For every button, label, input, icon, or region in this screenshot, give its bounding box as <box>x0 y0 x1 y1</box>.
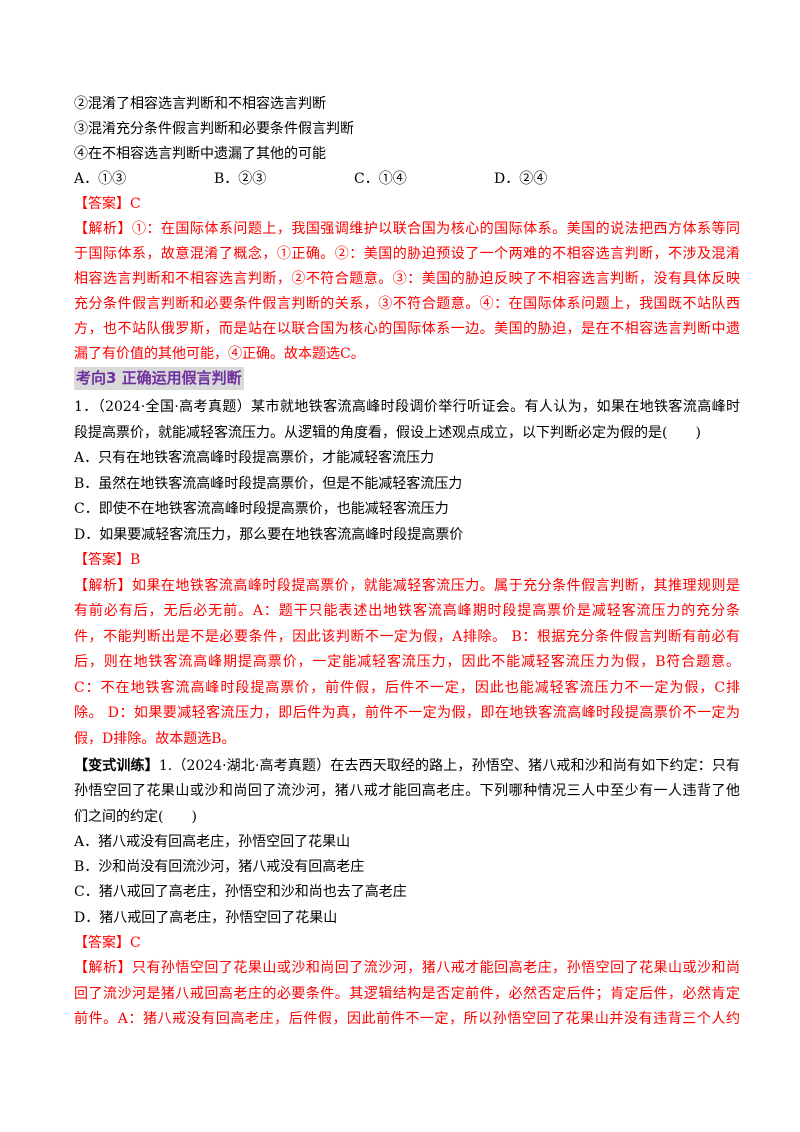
analysis-line: 【解析】如果在地铁客流高峰时段提高票价，就能减轻客流压力。属于充分条件假言判断，… <box>74 577 740 594</box>
option-a: A．只有在地铁客流高峰时段提高票价，才能减轻客流压力 <box>74 450 435 466</box>
answer: 【答案】B <box>74 552 141 568</box>
analysis-line: 有前必有后，无后必无前。A：题干只能表述出地铁客流高峰期时段提高票价是减轻客流压… <box>74 603 740 619</box>
option-d: D．如果要减轻客流压力，那么要在地铁客流高峰时段提高票价 <box>74 526 464 543</box>
answer: 【答案】C <box>74 935 141 952</box>
question-stem: 【变式训练】1.（2024·湖北·高考真题）在去西天取经的路上，孙悟空、猪八戒和… <box>74 758 740 774</box>
analysis-line: 回了流沙河是猪八戒回高老庄的必要条件。其逻辑结构是否定前件，必然否定后件；肯定后… <box>74 985 740 1002</box>
option-c: C．①④ <box>354 171 407 187</box>
statement: ④在不相容选言判断中遗漏了其他的可能 <box>74 146 326 162</box>
answer: 【答案】C <box>74 196 141 212</box>
analysis-line: 相容选言判断和不相容选言判断，②不符合题意。③：美国的胁迫反映了不相容选言判断，… <box>74 271 740 287</box>
analysis-line: 后，则在地铁客流高峰期提高票价，一定能减轻客流压力，因此不能减轻客流压力为假，B… <box>74 654 740 670</box>
option-c: C．猪八戒回了高老庄，孙悟空和沙和尚也去了高老庄 <box>74 884 407 901</box>
variant-label: 【变式训练】 <box>74 758 159 774</box>
analysis-line: 【解析】只有孙悟空回了花果山或沙和尚回了流沙河，猪八戒才能回高老庄，孙悟空回了花… <box>74 960 740 977</box>
option-b: B．②③ <box>214 171 267 187</box>
analysis-line: 假，D排除。故本题选B。 <box>74 730 236 747</box>
analysis-line: 除。 D：如果要减轻客流压力，即后件为真，前件不一定为假，即在地铁客流高峰时段提… <box>74 705 740 721</box>
option-d: D．猪八戒回了高老庄，孙悟空回了花果山 <box>74 909 338 926</box>
option-a: A．①③ <box>74 171 127 187</box>
options-row: A．①③ B．②③ C．①④ D．②④ <box>74 167 740 192</box>
statement: ③混淆充分条件假言判断和必要条件假言判断 <box>74 121 354 137</box>
analysis-line: 前件。A：猪八戒没有回高老庄，后件假，因此前件不一定，所以孙悟空回了花果山并没有… <box>74 1010 740 1027</box>
option-c: C．即使不在地铁客流高峰时段提高票价，也能减轻客流压力 <box>74 501 449 517</box>
option-a: A．猪八戒没有回高老庄，孙悟空回了花果山 <box>74 833 351 850</box>
question-block-previous: ②混淆了相容选言判断和不相容选言判断 ③混淆充分条件假言判断和必要条件假言判断 … <box>74 92 740 367</box>
question-stem: 段提高票价，就能减轻客流压力。从逻辑的角度看，假设上述观点成立，以下判断必定为假… <box>74 424 701 441</box>
analysis-line: C：不在地铁客流高峰时段提高票价，前件假，后件不一定，因此也能减轻客流压力不一定… <box>74 679 740 696</box>
question-1: 1．（2024·全国·高考真题）某市就地铁客流高峰时段调价举行听证会。有人认为，… <box>74 395 740 752</box>
option-b: B．沙和尚没有回流沙河，猪八戒没有回高老庄 <box>74 859 365 876</box>
variant-question: 【变式训练】1.（2024·湖北·高考真题）在去西天取经的路上，孙悟空、猪八戒和… <box>74 754 740 1032</box>
section-heading: 考向3 正确运用假言判断 <box>74 367 244 390</box>
analysis-line: 【解析】①：在国际体系问题上，我国强调维护以联合国为核心的国际体系。美国的说法把… <box>74 221 740 237</box>
analysis-line: 充分条件假言判断和必要条件假言判断的关系，③不符合题意。④：在国际体系问题上，我… <box>74 296 740 312</box>
analysis-line: 漏了有价值的其他可能，④正确。故本题选C。 <box>74 346 365 362</box>
question-stem: 1．（2024·全国·高考真题）某市就地铁客流高峰时段调价举行听证会。有人认为，… <box>74 399 740 415</box>
statement: ②混淆了相容选言判断和不相容选言判断 <box>74 96 326 112</box>
option-d: D．②④ <box>494 171 548 187</box>
question-stem: 孙悟空回了花果山或沙和尚回了流沙河，猪八戒才能回高老庄。下列哪种情况三人中至少有… <box>74 783 740 800</box>
question-stem: 们之间的约定( ) <box>74 808 197 825</box>
analysis-line: 方，也不站队俄罗斯，而是站在以联合国为核心的国际体系一边。美国的胁迫，是在不相容… <box>74 321 740 337</box>
option-b: B．虽然在地铁客流高峰时段提高票价，但是不能减轻客流压力 <box>74 475 463 492</box>
analysis-line: 件，不能判断出是不是必要条件，因此该判断不一定为假，A排除。 B：根据充分条件假… <box>74 628 740 645</box>
analysis-line: 于国际体系，故意混淆了概念，①正确。②：美国的胁迫预设了一个两难的不相容选言判断… <box>74 246 740 262</box>
